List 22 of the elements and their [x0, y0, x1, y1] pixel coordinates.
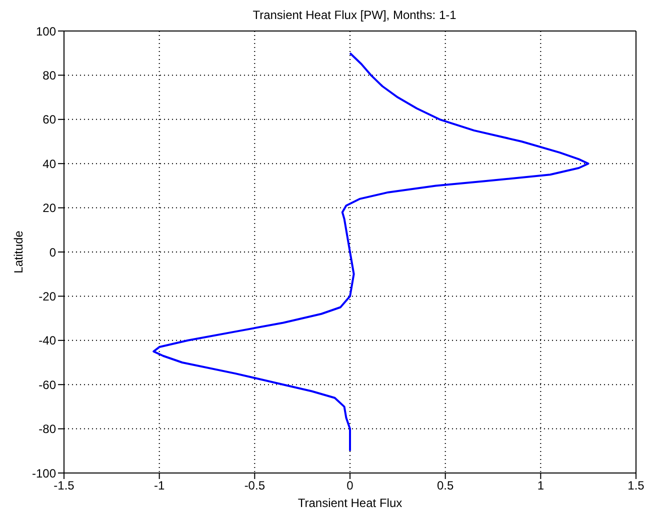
x-tick-label: 0.5	[436, 478, 454, 493]
y-tick-label: 100	[36, 24, 56, 38]
y-axis-title: Latitude	[11, 230, 26, 274]
y-tick-label: -40	[38, 334, 56, 348]
line-series	[152, 52, 590, 452]
y-tick-label: 0	[49, 245, 56, 260]
x-tick-label: -0.5	[244, 478, 266, 493]
y-tick-label: -80	[38, 422, 56, 436]
x-tick-label: -1	[154, 478, 165, 493]
y-tick-label: 20	[42, 201, 56, 216]
y-tick-label: -100	[32, 466, 56, 480]
x-tick-label: 0	[346, 478, 354, 493]
x-tick-label: 1.5	[628, 478, 645, 493]
y-tick-label: 80	[42, 68, 56, 82]
y-tick-label: -60	[38, 378, 56, 392]
y-tick-label: -20	[38, 289, 56, 304]
y-tick-label: 40	[42, 156, 56, 171]
chart-title: Transient Heat Flux [PW], Months: 1-1	[252, 8, 458, 22]
x-tick-label: -1.5	[54, 478, 75, 493]
x-tick-label: 1	[537, 478, 544, 493]
x-axis-title: Transient Heat Flux	[298, 496, 402, 510]
y-tick-label: 60	[42, 112, 56, 127]
